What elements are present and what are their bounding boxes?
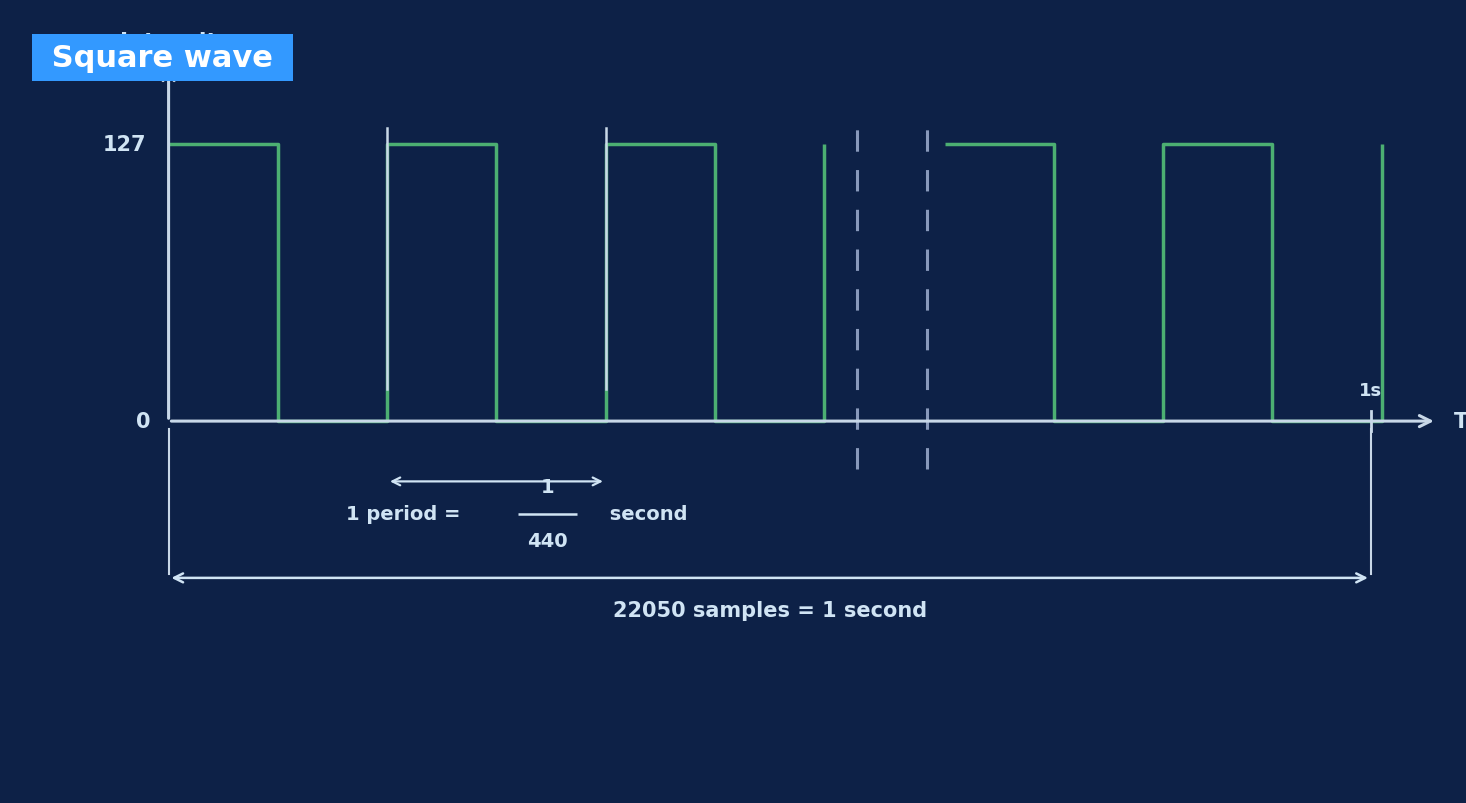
Text: 440: 440 — [528, 532, 567, 551]
Text: 0: 0 — [136, 412, 151, 431]
Text: Square wave: Square wave — [41, 44, 283, 73]
Text: second: second — [604, 504, 688, 524]
Text: 1 period =: 1 period = — [346, 504, 468, 524]
Text: 1s: 1s — [1359, 381, 1382, 399]
Text: 1: 1 — [541, 477, 554, 496]
Text: 127: 127 — [103, 135, 147, 154]
Text: Intensity: Intensity — [120, 32, 232, 52]
Text: Time: Time — [1454, 412, 1466, 431]
Text: 22050 samples = 1 second: 22050 samples = 1 second — [613, 601, 927, 621]
